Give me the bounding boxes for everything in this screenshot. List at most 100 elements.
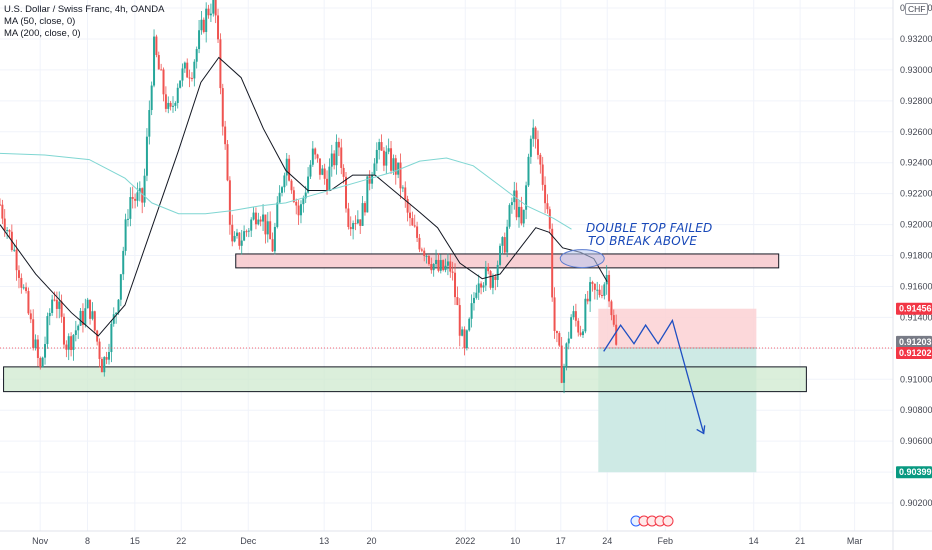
candle-body bbox=[276, 202, 279, 227]
candle-body bbox=[496, 264, 499, 280]
candle-body bbox=[570, 317, 573, 339]
chart-legend: U.S. Dollar / Swiss Franc, 4h, OANDA MA … bbox=[4, 4, 164, 40]
candle-body bbox=[169, 102, 172, 107]
candle-body bbox=[373, 163, 376, 175]
candle-body bbox=[119, 274, 122, 300]
price-tag-bg bbox=[896, 466, 932, 479]
currency-label[interactable]: CHF bbox=[905, 3, 929, 15]
candle-body bbox=[390, 148, 393, 171]
candle-body bbox=[586, 298, 589, 302]
candle-body bbox=[406, 198, 409, 213]
candle-body bbox=[22, 287, 25, 289]
annotation-text[interactable]: DOUBLE TOP FAILED TO BREAK ABOVE bbox=[586, 222, 712, 248]
candle-body bbox=[198, 30, 201, 50]
time-tick-label: 13 bbox=[319, 536, 329, 546]
candle-body bbox=[167, 102, 170, 109]
candle-body bbox=[290, 180, 293, 191]
candle-body bbox=[183, 62, 186, 69]
candle-body bbox=[110, 323, 113, 353]
candle-body bbox=[243, 231, 246, 241]
candle-body bbox=[124, 219, 127, 251]
candle-body bbox=[51, 299, 54, 313]
time-tick-label: 20 bbox=[366, 536, 376, 546]
moving-averages bbox=[0, 56, 608, 337]
candle-body bbox=[72, 334, 75, 350]
candle-body bbox=[354, 223, 357, 225]
candle-body bbox=[499, 245, 502, 265]
candle-body bbox=[608, 274, 611, 302]
ma200-legend[interactable]: MA (200, close, 0) bbox=[4, 28, 81, 39]
candle-body bbox=[359, 219, 362, 226]
time-tick-label: Nov bbox=[32, 536, 49, 546]
candle-body bbox=[292, 190, 295, 202]
candle-body bbox=[271, 239, 274, 252]
price-tick-label: 0.90600 bbox=[900, 436, 932, 446]
time-tick-label: 17 bbox=[556, 536, 566, 546]
candle-body bbox=[539, 154, 542, 165]
annotation-line-2: TO BREAK ABOVE bbox=[588, 234, 698, 248]
candle-body bbox=[0, 204, 1, 206]
candle-body bbox=[525, 185, 528, 210]
symbol-title[interactable]: U.S. Dollar / Swiss Franc, 4h, OANDA bbox=[4, 4, 165, 15]
time-tick-label: Mar bbox=[847, 536, 863, 546]
candle-body bbox=[13, 249, 16, 251]
price-tag-bg bbox=[896, 347, 932, 360]
candle-body bbox=[264, 214, 267, 235]
candle-body bbox=[34, 339, 37, 348]
candle-body bbox=[162, 69, 165, 95]
candle-body bbox=[217, 15, 220, 40]
candle-body bbox=[349, 226, 352, 230]
candle-body bbox=[32, 319, 35, 348]
candle-body bbox=[615, 324, 618, 345]
candle-body bbox=[553, 297, 556, 331]
candle-body bbox=[330, 153, 333, 167]
candle-body bbox=[254, 212, 257, 225]
candle-body bbox=[411, 218, 414, 226]
candle-body bbox=[456, 297, 459, 306]
candle-body bbox=[311, 148, 314, 165]
candle-body bbox=[446, 261, 449, 266]
candle-body bbox=[193, 61, 196, 79]
candle-body bbox=[89, 299, 92, 319]
candle-body bbox=[477, 283, 480, 293]
support-zone bbox=[3, 366, 807, 393]
candle-body bbox=[250, 219, 253, 231]
price-tick-label: 0.93000 bbox=[900, 65, 932, 75]
candle-body bbox=[273, 226, 276, 252]
time-tick-label: 22 bbox=[176, 536, 186, 546]
candle-body bbox=[397, 162, 400, 175]
candle-body bbox=[269, 221, 272, 240]
candle-body bbox=[302, 198, 305, 205]
candle-body bbox=[318, 158, 321, 175]
candle-body bbox=[224, 126, 227, 145]
candle-body bbox=[297, 205, 300, 216]
candle-body bbox=[555, 330, 558, 334]
candle-body bbox=[596, 289, 599, 291]
candle-body bbox=[262, 214, 265, 222]
candle-body bbox=[423, 250, 426, 257]
candle-body bbox=[529, 138, 532, 157]
price-tag: 0.91456 bbox=[896, 302, 932, 315]
candle-body bbox=[179, 80, 182, 88]
candle-body bbox=[600, 295, 603, 297]
price-tick-label: 0.91800 bbox=[900, 251, 932, 261]
price-tag-bg bbox=[896, 335, 932, 348]
ma50-legend[interactable]: MA (50, close, 0) bbox=[4, 16, 76, 27]
price-tick-label: 0.91400 bbox=[900, 312, 932, 322]
candle-body bbox=[141, 188, 144, 203]
candle-body bbox=[79, 310, 82, 326]
candle-body bbox=[209, 13, 212, 16]
candle-body bbox=[3, 218, 6, 231]
candle-body bbox=[425, 255, 428, 257]
price-tick-label: 0.90200 bbox=[900, 498, 932, 508]
candle-body bbox=[160, 69, 163, 71]
price-tick-label: 0.92800 bbox=[900, 96, 932, 106]
candle-body bbox=[589, 282, 592, 302]
candle-body bbox=[558, 333, 561, 346]
candle-body bbox=[394, 158, 397, 175]
candle-body bbox=[361, 203, 364, 226]
candle-body bbox=[337, 141, 340, 148]
candle-body bbox=[138, 188, 141, 193]
